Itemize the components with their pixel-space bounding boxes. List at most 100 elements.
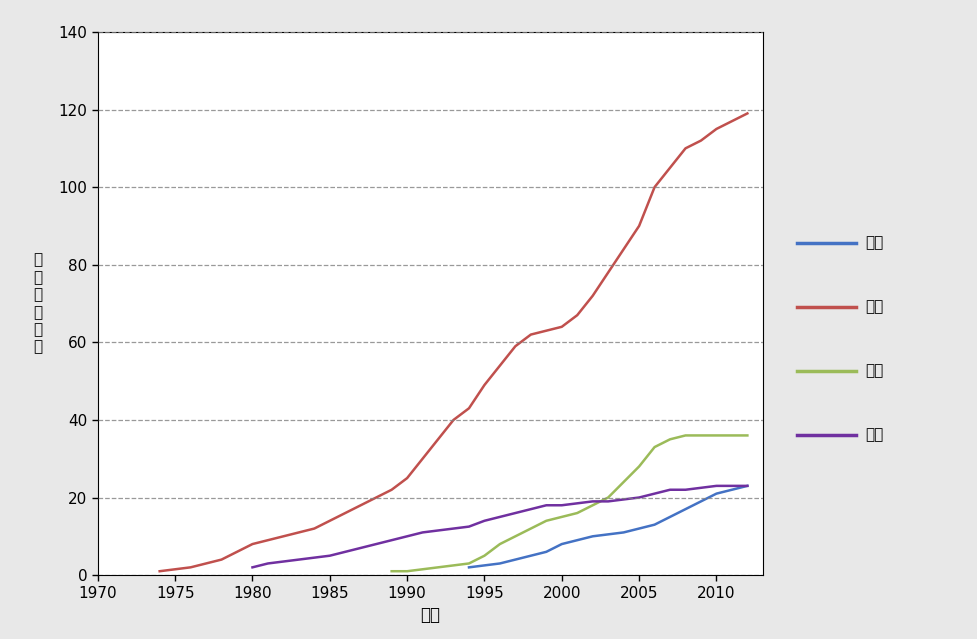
유럽 <box>617 496 629 504</box>
X-axis label: 연도: 연도 <box>420 606 440 624</box>
일본 <box>525 525 536 532</box>
한국 <box>478 562 489 569</box>
일본 <box>586 502 598 509</box>
미국 <box>370 494 382 502</box>
미국 <box>185 564 196 571</box>
미국 <box>695 137 706 144</box>
Text: 한국: 한국 <box>865 235 883 250</box>
일본 <box>509 532 521 540</box>
일본 <box>385 567 397 575</box>
한국 <box>586 532 598 540</box>
한국 <box>463 564 475 571</box>
Text: 유럽: 유럽 <box>865 427 883 442</box>
유럽 <box>571 500 582 507</box>
유럽 <box>509 509 521 517</box>
일본 <box>493 540 505 548</box>
한국 <box>632 525 644 532</box>
유럽 <box>478 517 489 525</box>
미국 <box>323 517 335 525</box>
Text: 일본: 일본 <box>865 363 883 378</box>
일본 <box>679 431 691 439</box>
미국 <box>153 567 165 575</box>
미국 <box>262 536 274 544</box>
한국 <box>725 486 737 493</box>
일본 <box>401 567 412 575</box>
유럽 <box>493 513 505 521</box>
유럽 <box>710 482 722 489</box>
일본 <box>725 431 737 439</box>
일본 <box>663 436 675 443</box>
미국 <box>509 343 521 350</box>
일본 <box>741 431 752 439</box>
미국 <box>416 455 428 463</box>
유럽 <box>695 484 706 491</box>
유럽 <box>323 552 335 560</box>
Line: 미국: 미국 <box>159 114 746 571</box>
미국 <box>725 118 737 125</box>
일본 <box>571 509 582 517</box>
한국 <box>540 548 552 556</box>
한국 <box>509 556 521 564</box>
일본 <box>695 431 706 439</box>
한국 <box>663 513 675 521</box>
일본 <box>632 463 644 470</box>
유럽 <box>339 548 351 556</box>
유럽 <box>293 556 305 564</box>
유럽 <box>586 498 598 505</box>
유럽 <box>385 536 397 544</box>
일본 <box>617 478 629 486</box>
미국 <box>525 331 536 339</box>
유럽 <box>277 558 289 566</box>
유럽 <box>632 494 644 502</box>
미국 <box>169 566 181 573</box>
미국 <box>277 532 289 540</box>
미국 <box>555 323 567 330</box>
미국 <box>308 525 319 532</box>
유럽 <box>401 532 412 540</box>
유럽 <box>540 502 552 509</box>
일본 <box>648 443 659 451</box>
유럽 <box>463 523 475 530</box>
미국 <box>648 183 659 191</box>
미국 <box>432 436 444 443</box>
한국 <box>602 530 614 538</box>
한국 <box>555 540 567 548</box>
유럽 <box>725 482 737 489</box>
유럽 <box>432 527 444 534</box>
미국 <box>478 381 489 389</box>
한국 <box>617 528 629 536</box>
미국 <box>617 245 629 253</box>
미국 <box>632 222 644 230</box>
유럽 <box>355 544 366 551</box>
미국 <box>355 502 366 509</box>
일본 <box>540 517 552 525</box>
유럽 <box>447 525 459 532</box>
미국 <box>246 540 258 548</box>
유럽 <box>246 564 258 571</box>
미국 <box>586 292 598 300</box>
미국 <box>447 416 459 424</box>
미국 <box>401 474 412 482</box>
일본 <box>416 566 428 573</box>
유럽 <box>525 505 536 513</box>
유럽 <box>262 560 274 567</box>
미국 <box>463 404 475 412</box>
미국 <box>602 268 614 276</box>
미국 <box>679 144 691 152</box>
Line: 일본: 일본 <box>391 435 746 571</box>
일본 <box>602 494 614 502</box>
Text: 미국: 미국 <box>865 299 883 314</box>
미국 <box>339 509 351 517</box>
한국 <box>710 489 722 497</box>
유럽 <box>555 502 567 509</box>
한국 <box>571 536 582 544</box>
미국 <box>493 362 505 369</box>
유럽 <box>602 498 614 505</box>
미국 <box>293 528 305 536</box>
유럽 <box>308 554 319 562</box>
일본 <box>478 552 489 560</box>
Y-axis label: 누
적
특
허
건
수: 누 적 특 허 건 수 <box>33 252 42 355</box>
Line: 유럽: 유럽 <box>252 486 746 567</box>
미국 <box>663 164 675 172</box>
미국 <box>200 560 212 567</box>
